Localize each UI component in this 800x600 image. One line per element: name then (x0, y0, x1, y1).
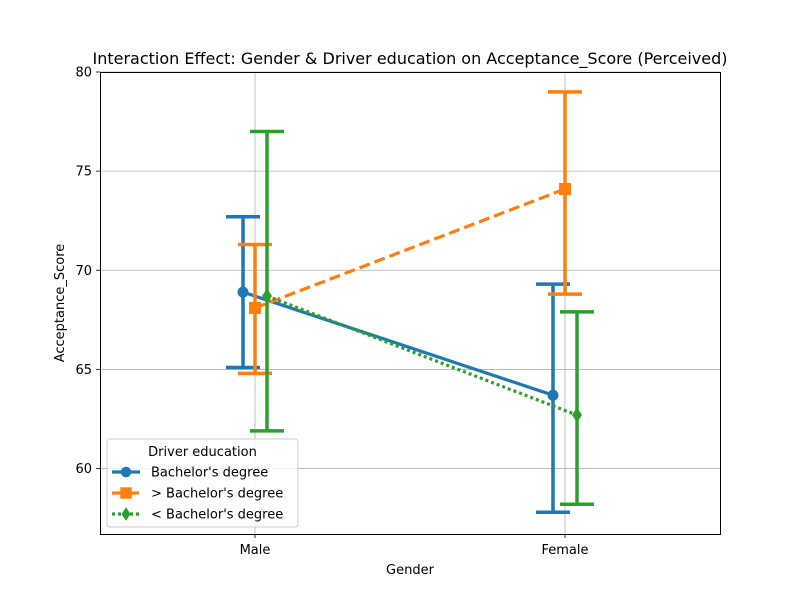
series-line (266, 294, 578, 417)
legend-title: Driver education (148, 445, 257, 460)
legend-label: < Bachelor's degree (151, 508, 283, 523)
legend-label: > Bachelor's degree (151, 487, 283, 502)
series-group (238, 90, 582, 376)
data-point (249, 301, 261, 314)
data-point (559, 182, 571, 195)
x-tick-label: Male (240, 543, 271, 558)
series-line (242, 290, 554, 397)
axes: 60 65 70 75 80 Male Female (75, 66, 588, 559)
data-point (572, 407, 582, 423)
y-tick-label: 65 (75, 363, 92, 378)
plot-frame (100, 72, 721, 535)
x-tick-label: Female (541, 543, 588, 558)
legend-box (106, 438, 299, 528)
series-group (250, 129, 594, 507)
y-tick-label: 60 (75, 462, 92, 477)
legend: Driver education Bachelor's degree > Bache… (106, 438, 299, 528)
series-line (254, 187, 566, 310)
data-point (262, 288, 272, 304)
y-tick-label: 75 (75, 165, 92, 180)
data-point (237, 286, 249, 298)
series-group (226, 214, 570, 514)
y-tick-label: 80 (75, 66, 92, 81)
data-point (120, 487, 132, 499)
y-axis-label: Acceptance_Score (53, 244, 68, 363)
series-layer (226, 90, 594, 514)
data-point (121, 507, 131, 521)
y-tick-label: 70 (75, 264, 92, 279)
legend-label: Bachelor's degree (151, 466, 268, 481)
chart-title: Interaction Effect: Gender & Driver educ… (92, 49, 727, 69)
data-point (120, 466, 132, 478)
x-axis-label: Gender (386, 563, 435, 578)
data-point (547, 389, 559, 401)
